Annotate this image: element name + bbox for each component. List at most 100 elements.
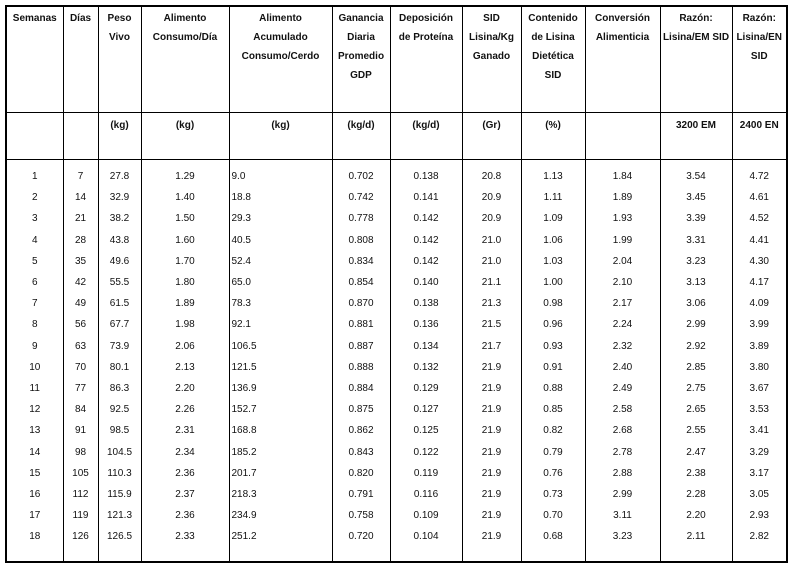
column-header: Razón: Lisina/EN SID xyxy=(731,6,788,113)
data-cell: 251.2 xyxy=(228,526,333,548)
column-header: Ganancia Diaria Promedio GDP xyxy=(331,6,391,113)
column-header: SID Lisina/Kg Ganado xyxy=(461,6,522,113)
data-cell: 27.8 xyxy=(97,159,142,188)
data-cell: 1.98 xyxy=(140,314,230,336)
data-cell: 4.41 xyxy=(731,229,788,251)
unit-cell: 2400 EN xyxy=(731,112,788,160)
column-header: Conversión Alimenticia xyxy=(584,6,661,113)
data-cell: 14 xyxy=(62,187,99,209)
data-cell: 0.85 xyxy=(520,399,586,421)
data-cell: 13 xyxy=(5,420,64,442)
data-cell: 1.60 xyxy=(140,229,230,251)
data-cell: 21.9 xyxy=(461,505,522,527)
data-cell: 49.6 xyxy=(97,250,142,272)
data-cell: 3.45 xyxy=(659,187,733,209)
data-row: 4 28 43.8 1.60 40.5 0.808 0.142 21.0 1.06 1.99 3.3… xyxy=(5,229,788,251)
data-cell: 2.37 xyxy=(140,483,230,505)
data-cell: 92.1 xyxy=(228,314,333,336)
data-cell: 21.1 xyxy=(461,271,522,294)
data-cell: 6 xyxy=(5,271,64,294)
data-cell: 18.8 xyxy=(228,187,333,209)
data-cell: 0.142 xyxy=(389,250,463,272)
unit-cell: (kg) xyxy=(140,112,230,160)
data-cell: 3.80 xyxy=(731,356,788,378)
data-cell: 1.11 xyxy=(520,187,586,209)
data-row: 6 42 55.5 1.80 65.0 0.854 0.140 21.1 1.00 2.10 3.1… xyxy=(5,271,788,294)
data-cell: 1.00 xyxy=(520,271,586,294)
data-cell: 67.7 xyxy=(97,314,142,336)
data-cell: 0.862 xyxy=(331,420,391,442)
table-head: Semanas Días Peso Vivo Alimento Consumo/Día… xyxy=(5,6,788,160)
spacer-cell xyxy=(228,547,333,563)
data-cell: 3.99 xyxy=(731,314,788,336)
data-row: 8 56 67.7 1.98 92.1 0.881 0.136 21.5 0.96 2.24 2.9… xyxy=(5,314,788,336)
data-cell: 1.13 xyxy=(520,159,586,188)
data-cell: 1 xyxy=(5,159,64,188)
data-cell: 2.20 xyxy=(140,377,230,400)
data-cell: 2.49 xyxy=(584,377,661,400)
spacer-cell xyxy=(5,547,64,563)
unit-cell: (kg) xyxy=(97,112,142,160)
data-cell: 0.88 xyxy=(520,377,586,400)
data-cell: 15 xyxy=(5,462,64,484)
data-cell: 21.9 xyxy=(461,356,522,378)
data-row: 1 7 27.8 1.29 9.0 0.702 0.138 20.8 1.13 1.84 3.54 4… xyxy=(5,159,788,188)
data-cell: 1.93 xyxy=(584,208,661,230)
data-cell: 2.36 xyxy=(140,505,230,527)
data-cell: 1.84 xyxy=(584,159,661,188)
data-cell: 2.88 xyxy=(584,462,661,484)
data-cell: 3.23 xyxy=(659,250,733,272)
data-cell: 2.92 xyxy=(659,335,733,357)
data-cell: 3.29 xyxy=(731,441,788,463)
data-row: 7 49 61.5 1.89 78.3 0.870 0.138 21.3 0.98 2.17 3.0… xyxy=(5,293,788,315)
unit-cell xyxy=(62,112,99,160)
data-cell: 0.136 xyxy=(389,314,463,336)
data-cell: 4.17 xyxy=(731,271,788,294)
data-cell: 21.9 xyxy=(461,399,522,421)
data-cell: 21.0 xyxy=(461,250,522,272)
unit-cell: (%) xyxy=(520,112,586,160)
spacer-cell xyxy=(461,547,522,563)
data-cell: 92.5 xyxy=(97,399,142,421)
data-cell: 0.104 xyxy=(389,526,463,548)
data-cell: 2.26 xyxy=(140,399,230,421)
data-cell: 4.52 xyxy=(731,208,788,230)
data-cell: 2.75 xyxy=(659,377,733,400)
data-cell: 2.68 xyxy=(584,420,661,442)
data-cell: 0.791 xyxy=(331,483,391,505)
unit-cell: 3200 EM xyxy=(659,112,733,160)
data-cell: 2.06 xyxy=(140,335,230,357)
data-cell: 2.65 xyxy=(659,399,733,421)
data-cell: 0.125 xyxy=(389,420,463,442)
data-cell: 2.04 xyxy=(584,250,661,272)
data-cell: 1.29 xyxy=(140,159,230,188)
data-cell: 3.53 xyxy=(731,399,788,421)
data-cell: 14 xyxy=(5,441,64,463)
data-row: 18 126 126.5 2.33 251.2 0.720 0.104 21.9 0.68 3.2… xyxy=(5,526,788,548)
data-row: 15 105 110.3 2.36 201.7 0.820 0.119 21.9 0.76 2.8… xyxy=(5,462,788,484)
data-cell: 4 xyxy=(5,229,64,251)
data-cell: 3.31 xyxy=(659,229,733,251)
column-header: Peso Vivo xyxy=(97,6,142,113)
data-cell: 5 xyxy=(5,250,64,272)
data-cell: 2.36 xyxy=(140,462,230,484)
data-cell: 0.140 xyxy=(389,271,463,294)
data-cell: 0.79 xyxy=(520,441,586,463)
data-cell: 17 xyxy=(5,505,64,527)
data-cell: 2.99 xyxy=(584,483,661,505)
data-cell: 2.99 xyxy=(659,314,733,336)
data-cell: 185.2 xyxy=(228,441,333,463)
data-cell: 234.9 xyxy=(228,505,333,527)
spacer-cell xyxy=(584,547,661,563)
data-cell: 98 xyxy=(62,441,99,463)
data-cell: 2.82 xyxy=(731,526,788,548)
column-header: Alimento Acumulado Consumo/Cerdo xyxy=(228,6,333,113)
data-cell: 3.17 xyxy=(731,462,788,484)
data-row: 12 84 92.5 2.26 152.7 0.875 0.127 21.9 0.85 2.58 2… xyxy=(5,399,788,421)
data-cell: 0.132 xyxy=(389,356,463,378)
spacer-cell xyxy=(331,547,391,563)
data-cell: 0.142 xyxy=(389,208,463,230)
data-cell: 2.10 xyxy=(584,271,661,294)
spacer-row xyxy=(5,547,788,563)
unit-cell xyxy=(5,112,64,160)
